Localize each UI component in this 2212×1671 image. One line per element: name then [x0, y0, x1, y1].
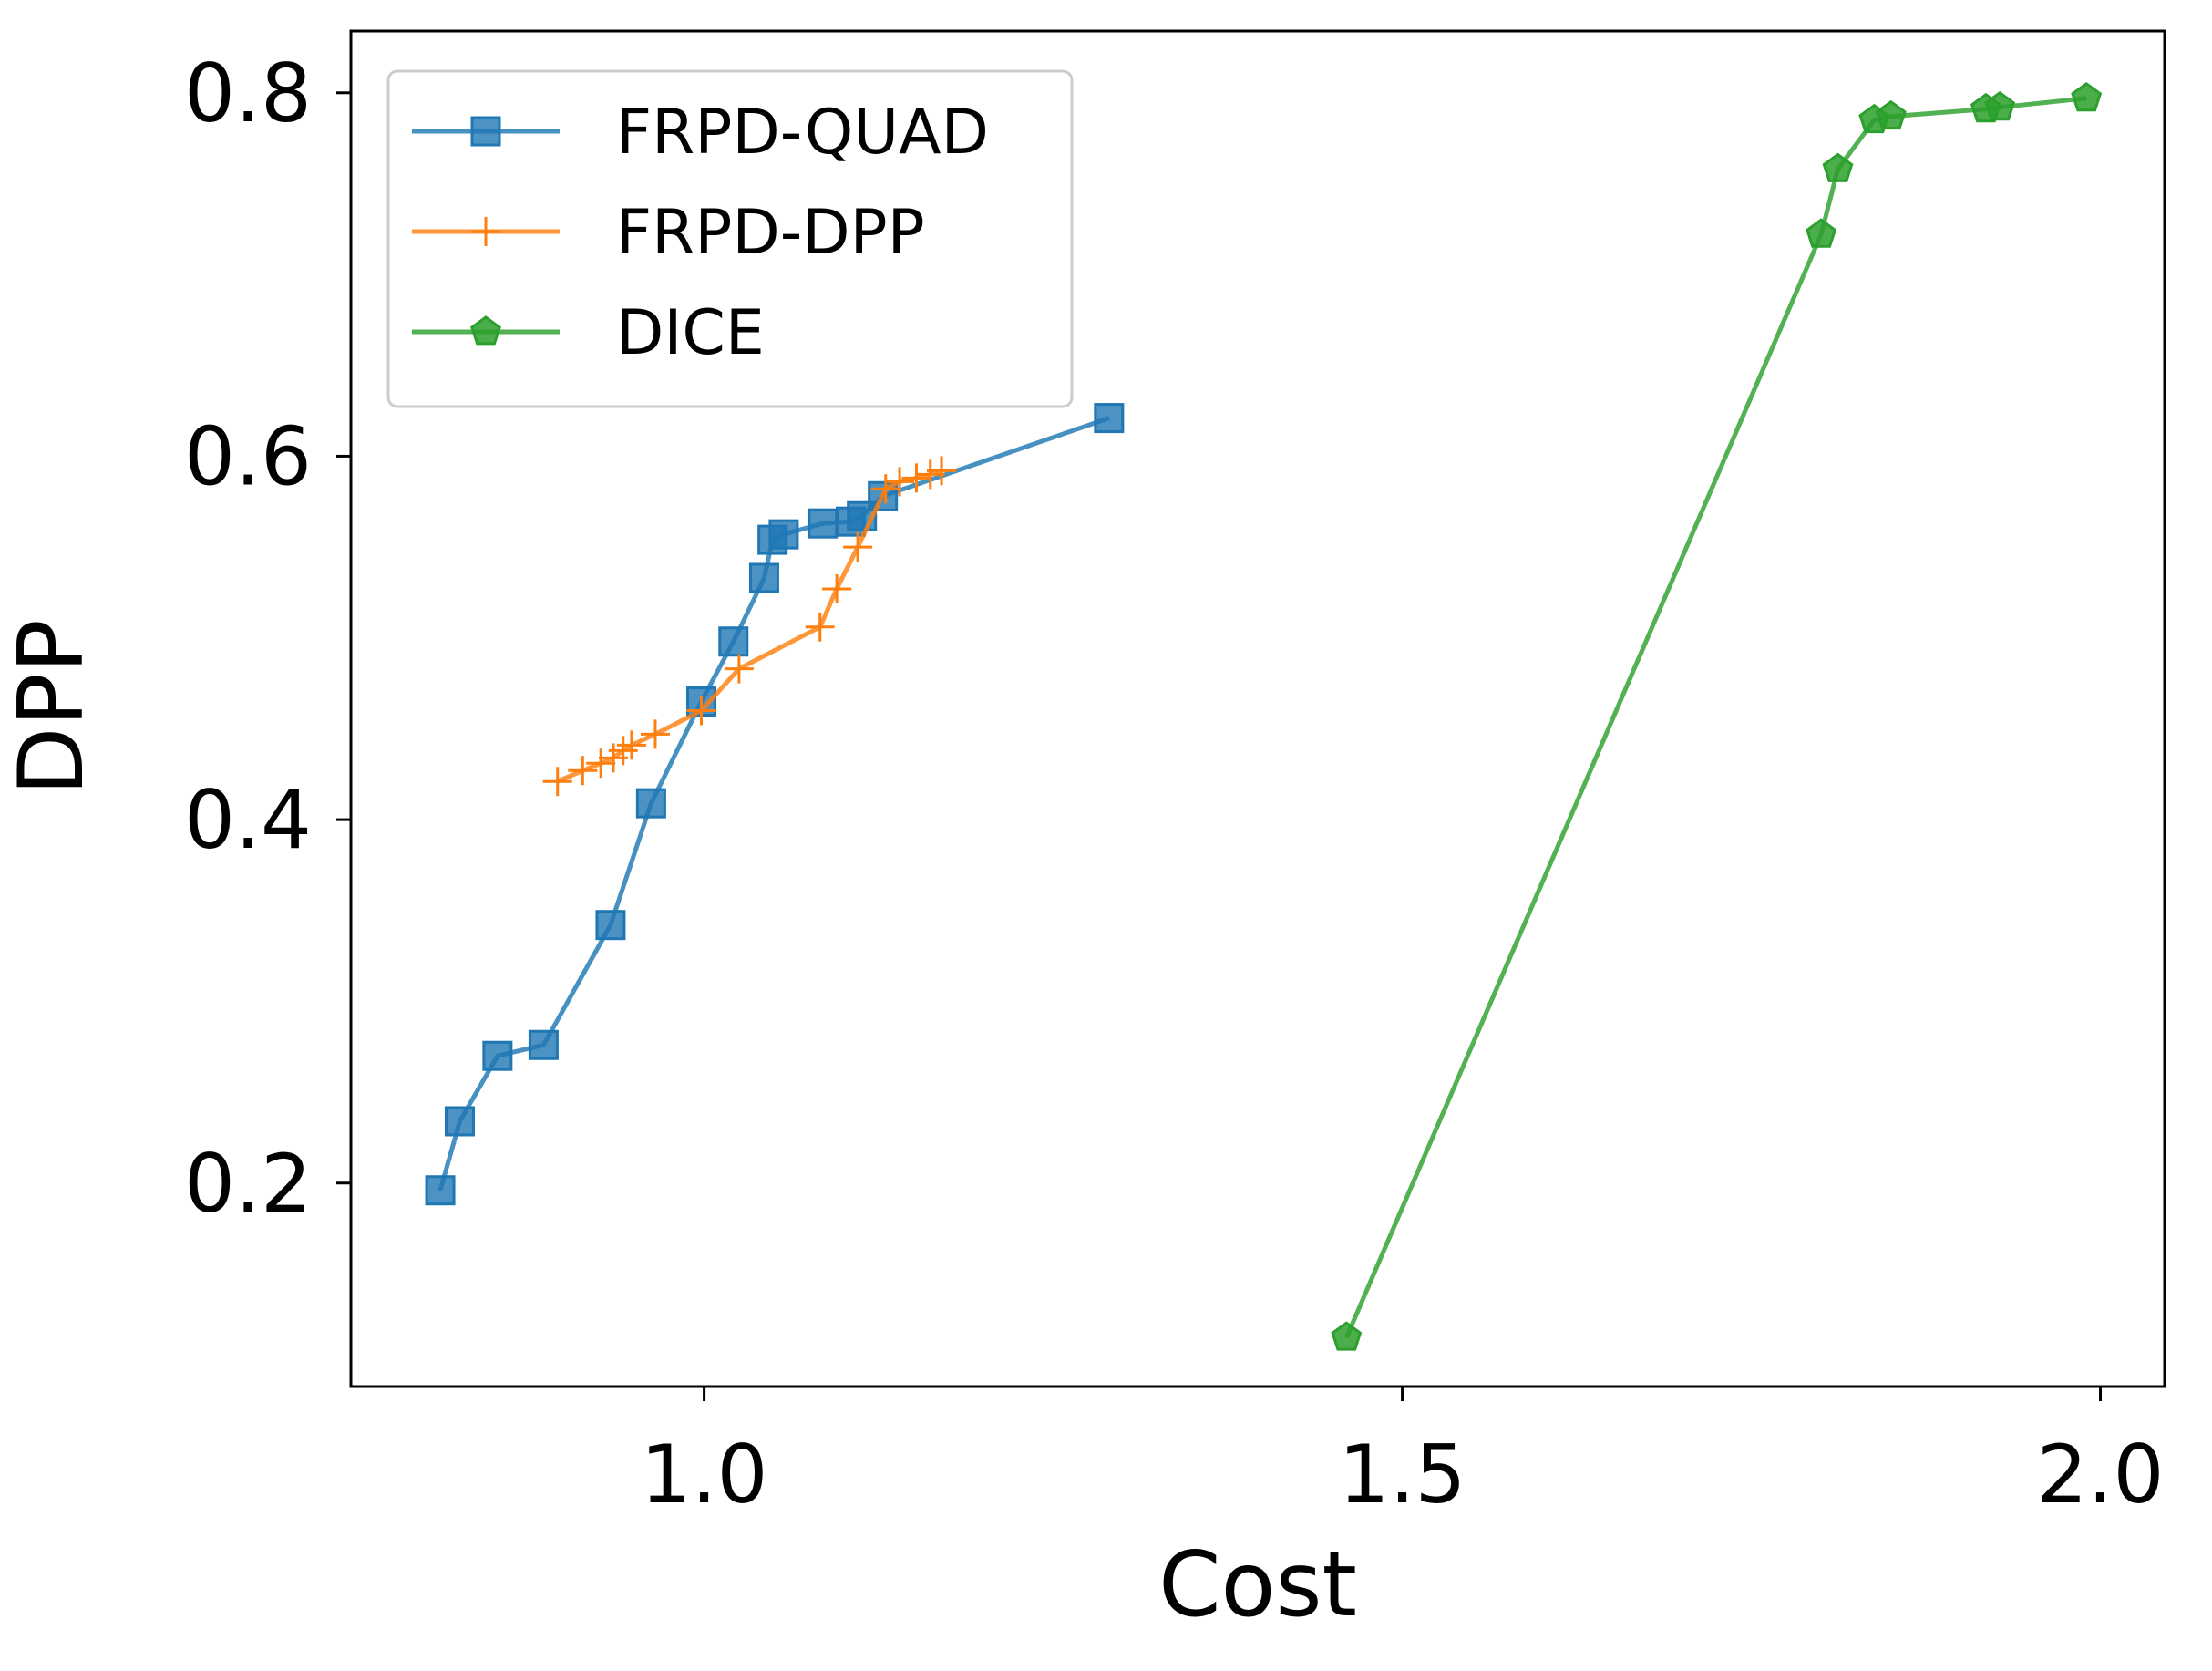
data-point — [1822, 152, 1854, 182]
series-1 — [425, 403, 1125, 1206]
legend-marker — [470, 116, 501, 147]
x-axis-title: Cost — [1158, 1533, 1357, 1637]
data-point — [635, 788, 666, 819]
data-point — [1094, 403, 1125, 434]
data-point — [822, 573, 852, 603]
data-point — [768, 519, 799, 550]
data-point — [748, 562, 779, 593]
x-tick-label: 2.0 — [2037, 1428, 2165, 1521]
data-point — [542, 767, 572, 797]
data-point — [1875, 99, 1907, 130]
data-point — [640, 719, 670, 749]
data-point — [616, 730, 646, 760]
data-point — [1806, 218, 1837, 248]
data-point — [1984, 90, 2016, 121]
data-point — [595, 910, 626, 941]
plot-marks — [425, 81, 2103, 1351]
data-point — [586, 748, 616, 779]
legend-marker — [470, 315, 501, 346]
x-tick-label: 1.5 — [1339, 1428, 1466, 1521]
data-point — [2071, 81, 2103, 112]
legend-label: FRPD-QUAD — [616, 97, 989, 169]
legend-item: FRPD-DPP — [412, 197, 925, 269]
legend-label: DICE — [616, 297, 765, 369]
y-tick-label: 0.4 — [184, 773, 312, 867]
y-tick-label: 0.6 — [184, 409, 312, 503]
y-tick-label: 0.2 — [184, 1137, 312, 1231]
data-point — [686, 696, 716, 726]
data-point — [843, 532, 873, 562]
legend-item: FRPD-QUAD — [412, 97, 989, 169]
data-point — [915, 459, 945, 490]
x-tick-label: 1.0 — [641, 1428, 768, 1521]
data-point — [805, 612, 835, 642]
data-point — [724, 654, 754, 684]
data-point — [482, 1040, 513, 1071]
series-3 — [1331, 81, 2103, 1351]
data-point — [870, 474, 900, 504]
data-point — [718, 626, 749, 657]
series-line — [556, 469, 942, 784]
series-2 — [542, 456, 957, 797]
legend-label: FRPD-DPP — [616, 197, 925, 269]
data-point — [927, 456, 957, 486]
y-axis-title: DPP — [0, 619, 104, 796]
data-point — [1331, 1321, 1363, 1351]
data-point — [528, 1029, 559, 1060]
data-point — [444, 1106, 475, 1137]
plot-frame — [349, 29, 2166, 1388]
legend-item: DICE — [412, 297, 765, 369]
y-axis: 0.2 0.4 0.6 0.8 — [184, 46, 351, 1231]
data-point — [808, 508, 839, 539]
legend-marker — [471, 217, 500, 246]
data-point — [425, 1175, 456, 1206]
data-point — [568, 756, 598, 786]
y-tick-label: 0.8 — [184, 46, 312, 140]
x-axis: 1.0 1.5 2.0 — [641, 1387, 2165, 1521]
data-point — [885, 467, 915, 497]
series-line — [1344, 96, 2087, 1339]
legend-box — [386, 69, 1074, 408]
legend: FRPD-QUAD FRPD-DPP DICE — [386, 69, 1074, 408]
data-point — [901, 463, 931, 493]
